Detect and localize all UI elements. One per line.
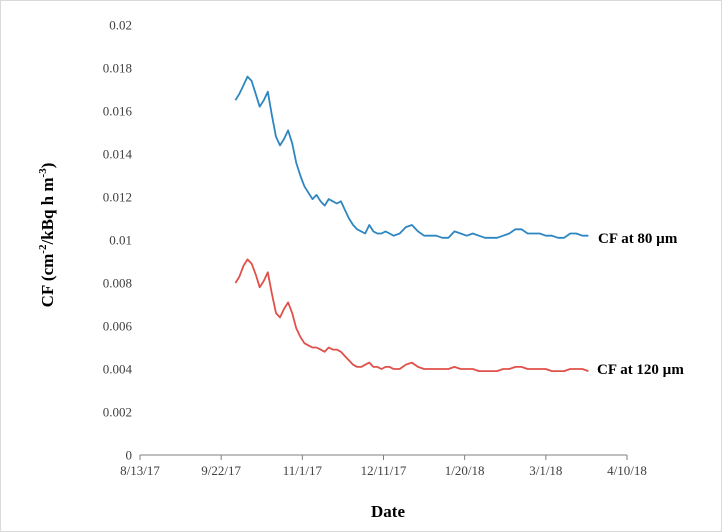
y-tick-label: 0.002: [103, 405, 132, 420]
series-line-120: [234, 258, 589, 373]
y-axis-title-part: CF (cm: [38, 254, 57, 308]
y-tick-label: 0.004: [103, 362, 133, 377]
y-axis-title-superscript: -3: [37, 168, 49, 178]
series-label-120: CF at 120 µm: [597, 362, 684, 378]
y-axis-title-superscript: -2: [37, 244, 49, 254]
x-tick-label: 11/1/17: [283, 463, 323, 478]
y-tick-label: 0.018: [103, 61, 132, 76]
y-axis-title-part: /kBq h m: [38, 177, 57, 245]
y-tick-label: 0.014: [103, 147, 133, 162]
y-tick-label: 0.006: [103, 319, 133, 334]
y-axis-ticks: 0 0.002 0.004 0.006 0.008 0.01 0.012 0.014 0.016…: [103, 18, 133, 463]
y-tick-label: 0.02: [109, 18, 132, 33]
x-tick-label: 4/10/18: [607, 463, 647, 478]
x-tick-label: 12/11/17: [361, 463, 407, 478]
y-axis-title-part: ): [38, 163, 57, 169]
y-tick-label: 0.012: [103, 190, 132, 205]
y-tick-label: 0.008: [103, 276, 132, 291]
x-tick-label: 3/1/18: [529, 463, 562, 478]
x-tick-label: 9/22/17: [201, 463, 241, 478]
series-layer: [234, 75, 589, 373]
x-axis-ticks: 8/13/17 9/22/17 11/1/17 12/11/17 1/20/18 3/1/…: [120, 455, 647, 478]
y-tick-label: 0: [126, 448, 133, 463]
series-label-80: CF at 80 µm: [598, 231, 678, 247]
x-axis-title: Date: [371, 502, 405, 521]
series-line-80: [234, 75, 589, 239]
y-tick-label: 0.016: [103, 104, 133, 119]
y-tick-label: 0.01: [109, 233, 132, 248]
x-tick-label: 1/20/18: [445, 463, 485, 478]
y-axis-title: CF (cm-2/kBq h m-3): [37, 163, 57, 308]
x-tick-label: 8/13/17: [120, 463, 160, 478]
